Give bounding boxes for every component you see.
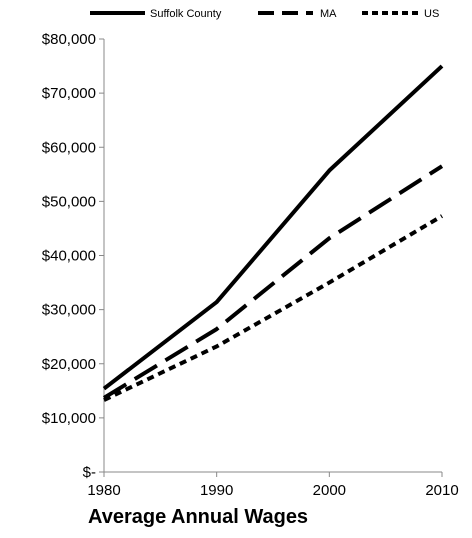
x-axis: 1980 1990 2000 2010 <box>87 471 459 499</box>
line-chart: Suffolk County MA US $- $10,000 $20,000 $30,0… <box>42 8 459 499</box>
legend-label: Suffolk County <box>150 8 222 20</box>
x-tick-label: 2010 <box>425 482 458 499</box>
y-tick-label: $40,000 <box>42 248 96 265</box>
chart-caption: Average Annual Wages <box>88 506 309 528</box>
legend: Suffolk County MA US <box>90 8 439 20</box>
x-tick-label: 2000 <box>313 482 346 499</box>
series-line-suffolk-county <box>102 64 444 391</box>
series-line-us <box>103 214 444 402</box>
y-tick-label: $70,000 <box>42 85 96 102</box>
y-axis: $- $10,000 $20,000 $30,000 $40,000 $50,000 $60… <box>42 31 105 481</box>
series-lines <box>102 64 444 402</box>
y-tick-label: $30,000 <box>42 302 96 319</box>
y-tick-label: $50,000 <box>42 193 96 210</box>
x-tick-label: 1980 <box>87 482 120 499</box>
series-line-ma <box>102 164 444 400</box>
legend-label: US <box>424 8 439 20</box>
x-tick-label: 1990 <box>200 482 233 499</box>
y-tick-label: $20,000 <box>42 356 96 373</box>
y-tick-label: $80,000 <box>42 31 96 48</box>
y-tick-label: $- <box>83 464 96 481</box>
y-tick-label: $60,000 <box>42 139 96 156</box>
y-tick-label: $10,000 <box>42 410 96 427</box>
legend-label: MA <box>320 8 337 20</box>
